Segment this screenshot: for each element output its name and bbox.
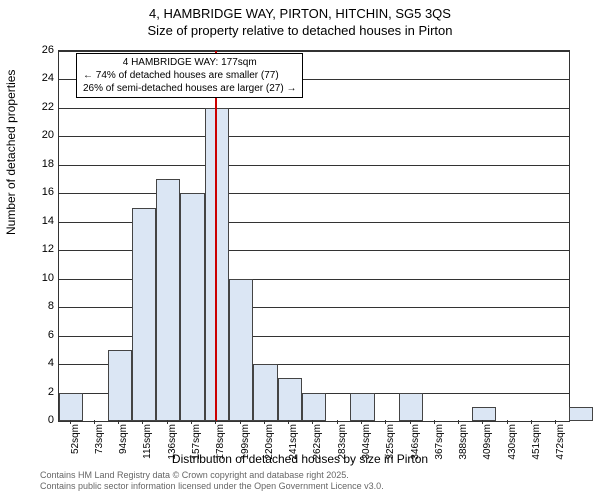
x-tick-label: 220sqm <box>264 424 275 464</box>
x-tick <box>482 420 483 424</box>
x-tick <box>531 420 532 424</box>
histogram-bar <box>59 393 83 421</box>
x-tick <box>385 420 386 424</box>
histogram-bar <box>278 378 302 421</box>
title-line-1: 4, HAMBRIDGE WAY, PIRTON, HITCHIN, SG5 3… <box>149 6 451 21</box>
y-tick-label: 4 <box>48 357 54 369</box>
x-tick <box>94 420 95 424</box>
histogram-bar <box>472 407 496 421</box>
histogram-bar <box>156 179 180 421</box>
x-tick-label: 136sqm <box>167 424 178 464</box>
x-tick-label: 283sqm <box>337 424 348 464</box>
x-tick-label: 241sqm <box>288 424 299 464</box>
chart-container: 4, HAMBRIDGE WAY, PIRTON, HITCHIN, SG5 3… <box>0 0 600 500</box>
x-tick <box>191 420 192 424</box>
y-tick-label: 26 <box>42 44 54 56</box>
reference-line <box>215 51 217 421</box>
chart-title: 4, HAMBRIDGE WAY, PIRTON, HITCHIN, SG5 3… <box>0 0 600 40</box>
x-tick <box>555 420 556 424</box>
x-tick <box>434 420 435 424</box>
gridline <box>59 51 569 52</box>
x-tick-label: 472sqm <box>555 424 566 464</box>
x-tick-label: 430sqm <box>507 424 518 464</box>
x-tick-label: 304sqm <box>361 424 372 464</box>
x-tick <box>215 420 216 424</box>
y-tick-label: 22 <box>42 101 54 113</box>
y-tick-label: 24 <box>42 72 54 84</box>
y-tick-label: 0 <box>48 414 54 426</box>
y-tick-label: 20 <box>42 129 54 141</box>
y-tick-label: 16 <box>42 186 54 198</box>
x-tick-label: 52sqm <box>70 424 81 464</box>
x-tick <box>337 420 338 424</box>
histogram-bar <box>569 407 593 421</box>
histogram-bar <box>399 393 423 421</box>
gridline <box>59 421 569 422</box>
y-tick-label: 18 <box>42 158 54 170</box>
gridline <box>59 165 569 166</box>
chart-plot-area <box>58 50 570 422</box>
footer-attribution: Contains HM Land Registry data © Crown c… <box>40 470 384 492</box>
x-tick-label: 73sqm <box>94 424 105 464</box>
x-tick <box>507 420 508 424</box>
x-tick-label: 199sqm <box>240 424 251 464</box>
x-tick-label: 94sqm <box>118 424 129 464</box>
x-tick <box>410 420 411 424</box>
footer-line-1: Contains HM Land Registry data © Crown c… <box>40 470 349 480</box>
x-tick-label: 115sqm <box>142 424 153 464</box>
footer-line-2: Contains public sector information licen… <box>40 481 384 491</box>
x-tick <box>118 420 119 424</box>
x-tick-label: 325sqm <box>385 424 396 464</box>
x-tick <box>312 420 313 424</box>
histogram-bar <box>253 364 277 421</box>
y-tick-label: 8 <box>48 300 54 312</box>
histogram-bar <box>180 193 204 421</box>
x-tick-label: 346sqm <box>410 424 421 464</box>
y-tick-label: 2 <box>48 386 54 398</box>
x-tick <box>142 420 143 424</box>
annotation-line-2: ← 74% of detached houses are smaller (77… <box>83 69 296 82</box>
y-tick-label: 6 <box>48 329 54 341</box>
y-tick-label: 10 <box>42 272 54 284</box>
histogram-bar <box>108 350 132 421</box>
histogram-bar <box>302 393 326 421</box>
y-tick-label: 14 <box>42 215 54 227</box>
y-tick-label: 12 <box>42 243 54 255</box>
annotation-box: 4 HAMBRIDGE WAY: 177sqm ← 74% of detache… <box>76 53 303 98</box>
annotation-line-3: 26% of semi-detached houses are larger (… <box>83 82 296 95</box>
title-line-2: Size of property relative to detached ho… <box>148 23 453 38</box>
gridline <box>59 108 569 109</box>
x-tick-label: 178sqm <box>215 424 226 464</box>
histogram-bar <box>350 393 374 421</box>
x-tick <box>361 420 362 424</box>
x-tick-label: 157sqm <box>191 424 202 464</box>
x-tick-label: 388sqm <box>458 424 469 464</box>
x-tick-label: 367sqm <box>434 424 445 464</box>
histogram-bar <box>229 279 253 421</box>
x-tick-label: 451sqm <box>531 424 542 464</box>
annotation-line-1: 4 HAMBRIDGE WAY: 177sqm <box>83 56 296 69</box>
x-tick-label: 409sqm <box>482 424 493 464</box>
x-tick <box>264 420 265 424</box>
x-tick <box>167 420 168 424</box>
gridline <box>59 193 569 194</box>
histogram-bar <box>132 208 156 421</box>
gridline <box>59 136 569 137</box>
x-tick <box>458 420 459 424</box>
x-tick <box>70 420 71 424</box>
x-tick-label: 262sqm <box>312 424 323 464</box>
x-tick <box>240 420 241 424</box>
x-tick <box>288 420 289 424</box>
y-axis-label: Number of detached properties <box>4 70 18 235</box>
